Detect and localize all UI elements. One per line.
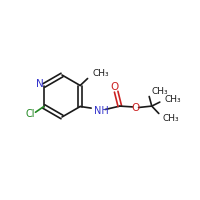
Text: CH₃: CH₃ [151,87,168,96]
Text: O: O [110,82,119,92]
Text: NH: NH [94,106,108,116]
Text: CH₃: CH₃ [163,114,179,123]
Text: Cl: Cl [25,109,35,119]
Text: N: N [36,79,44,89]
Text: CH₃: CH₃ [165,95,181,104]
Text: CH₃: CH₃ [93,69,110,78]
Text: O: O [132,103,140,113]
